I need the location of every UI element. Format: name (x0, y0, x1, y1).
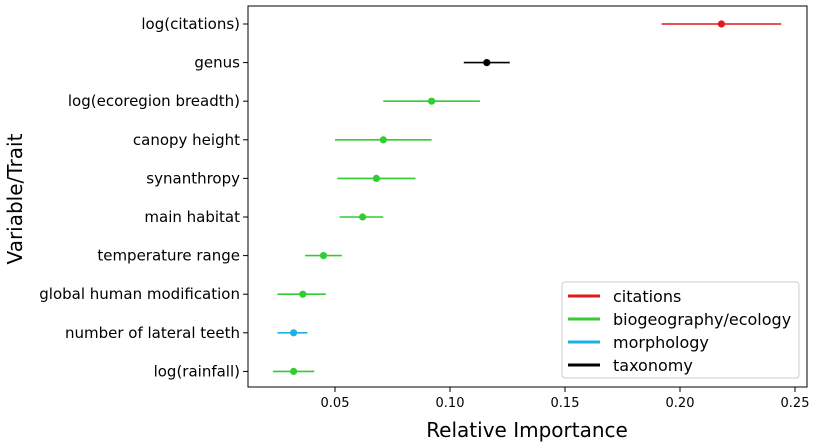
category-label: canopy height (133, 131, 240, 149)
data-marks (272, 20, 782, 375)
data-point (359, 213, 367, 221)
category-label: log(citations) (141, 15, 240, 33)
category-label: log(ecoregion breadth) (68, 92, 240, 110)
x-tick-label: 0.10 (436, 396, 465, 411)
data-point (290, 329, 298, 337)
data-point (372, 174, 380, 182)
data-point (379, 136, 387, 144)
legend-entry-label: citations (613, 287, 681, 306)
category-label: global human modification (39, 285, 240, 303)
data-point (483, 59, 491, 67)
legend: citations biogeography/ecology morphology t… (561, 281, 800, 379)
legend-entry-label: taxonomy (613, 356, 693, 375)
data-point (299, 290, 307, 298)
plot-frame (247, 5, 808, 388)
category-labels: log(citations) genus log(ecoregion breadth… (39, 15, 248, 380)
data-point (717, 20, 726, 28)
x-tick-label: 0.05 (321, 396, 350, 411)
x-tick-label: 0.25 (781, 396, 810, 411)
category-label: temperature range (97, 247, 240, 265)
x-axis-ticks: 0.05 0.10 0.15 0.20 0.25 (321, 387, 810, 411)
legend-entry-label: morphology (613, 333, 709, 352)
y-axis-title: Variable/Trait (3, 133, 27, 264)
category-label: main habitat (144, 208, 240, 226)
category-label: log(rainfall) (154, 362, 240, 380)
x-tick-label: 0.15 (551, 396, 580, 411)
category-label: synanthropy (146, 169, 240, 187)
data-point (290, 367, 298, 375)
legend-entry-label: biogeography/ecology (613, 310, 791, 329)
x-axis-title: Relative Importance (426, 418, 628, 442)
data-point (319, 252, 328, 260)
legend-box (561, 281, 800, 379)
data-point (428, 97, 436, 105)
category-label: genus (194, 54, 240, 72)
x-tick-label: 0.20 (666, 396, 695, 411)
category-label: number of lateral teeth (65, 324, 240, 342)
